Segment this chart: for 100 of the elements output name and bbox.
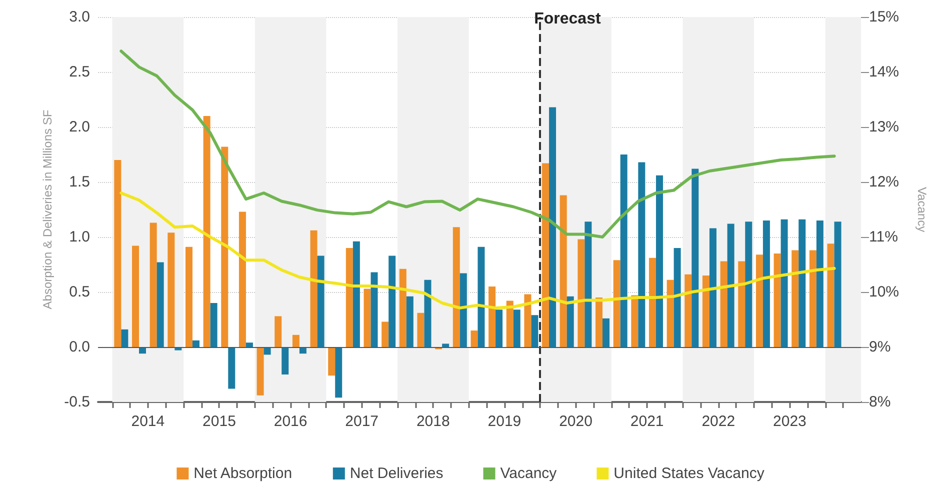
bar — [702, 276, 710, 347]
bar — [549, 107, 556, 347]
y-tick-label: 0.5 — [69, 284, 90, 300]
y-tick-label: 1.5 — [69, 174, 90, 190]
bar — [584, 222, 592, 347]
y2-tick-label: 11% — [869, 228, 898, 246]
bar — [114, 160, 122, 347]
y-tick-label: 2.0 — [69, 118, 90, 136]
bar — [221, 146, 228, 347]
bar — [470, 330, 478, 347]
bar — [317, 256, 324, 347]
bar — [648, 258, 656, 347]
bar — [531, 315, 538, 347]
bar — [185, 246, 192, 347]
bar — [762, 220, 770, 347]
bar — [756, 254, 763, 347]
bar — [328, 347, 336, 376]
bar — [478, 246, 485, 347]
y-tick-label: 3.0 — [69, 8, 90, 26]
bar — [827, 244, 834, 347]
bar — [745, 222, 752, 347]
bar — [620, 154, 628, 347]
bar — [460, 273, 467, 347]
bar — [156, 262, 164, 347]
y2-tick-label: 10% — [869, 284, 900, 300]
bar — [774, 254, 781, 347]
bar — [631, 295, 638, 347]
y2-tick-label: 13% — [869, 118, 900, 136]
legend-label: Net Deliveries — [350, 465, 444, 482]
bar — [210, 303, 218, 347]
bar — [834, 222, 842, 347]
bar — [816, 220, 824, 347]
bar — [256, 347, 264, 396]
bar — [542, 163, 550, 347]
y2-tick-label: 12% — [869, 174, 900, 190]
bar — [370, 272, 378, 347]
bar — [496, 310, 503, 347]
bar — [346, 248, 353, 347]
bar — [738, 261, 746, 347]
bar — [452, 227, 460, 347]
bar — [727, 224, 734, 347]
bar — [674, 248, 681, 347]
ref-line-label: Forecast — [534, 10, 602, 28]
legend-label: United States Vacancy — [614, 465, 765, 482]
bar — [506, 300, 514, 347]
bar — [424, 280, 432, 347]
bar — [121, 329, 128, 347]
x-tick-label: 2023 — [773, 413, 806, 430]
bar — [274, 316, 282, 347]
y2-tick-label: 8% — [869, 394, 891, 410]
bar — [720, 261, 728, 347]
bar — [566, 296, 574, 347]
x-tick-label: 2021 — [630, 413, 664, 430]
bar — [684, 274, 692, 347]
bar — [656, 175, 663, 347]
bar — [352, 241, 360, 347]
x-tick-label: 2016 — [274, 413, 308, 430]
bar — [364, 288, 371, 347]
bar — [809, 250, 816, 347]
bar — [602, 318, 610, 347]
bar — [613, 260, 620, 347]
x-tick-label: 2015 — [202, 413, 236, 430]
bar — [203, 116, 210, 347]
bar — [406, 296, 414, 347]
bar — [282, 347, 289, 374]
bar — [596, 298, 603, 347]
bar — [792, 250, 799, 347]
bar — [150, 222, 157, 347]
legend-label: Net Absorption — [194, 465, 292, 482]
bar — [638, 162, 646, 347]
bar — [335, 347, 342, 398]
bar — [578, 239, 585, 347]
y2-tick-label: 14% — [869, 64, 900, 80]
y2-tick-label: 15% — [869, 8, 900, 26]
y2-axis-title: Vacancy — [915, 186, 929, 232]
bar — [238, 212, 246, 347]
bar — [417, 312, 424, 347]
y-tick-label: 2.5 — [69, 64, 90, 80]
bar — [132, 246, 139, 347]
bar — [192, 340, 200, 347]
bar — [488, 286, 496, 347]
x-tick-label: 2014 — [131, 413, 165, 430]
x-tick-label: 2019 — [488, 413, 522, 430]
bar — [666, 280, 674, 347]
bar — [798, 219, 806, 347]
y-tick-label: -0.5 — [64, 394, 90, 410]
bar — [780, 219, 788, 347]
x-tick-label: 2020 — [559, 413, 592, 430]
y-tick-label: 0.0 — [69, 338, 90, 356]
x-tick-label: 2017 — [345, 413, 379, 430]
bar — [692, 168, 699, 347]
bar — [388, 256, 396, 347]
line-series — [120, 50, 836, 238]
y-axis-title: Absorption & Deliveries in Millions SF — [40, 110, 54, 310]
bar — [442, 344, 450, 347]
bar — [513, 310, 520, 347]
bar — [399, 268, 406, 347]
legend-label: Vacancy — [500, 465, 558, 482]
bar — [292, 334, 300, 347]
x-tick-label: 2022 — [702, 413, 736, 430]
